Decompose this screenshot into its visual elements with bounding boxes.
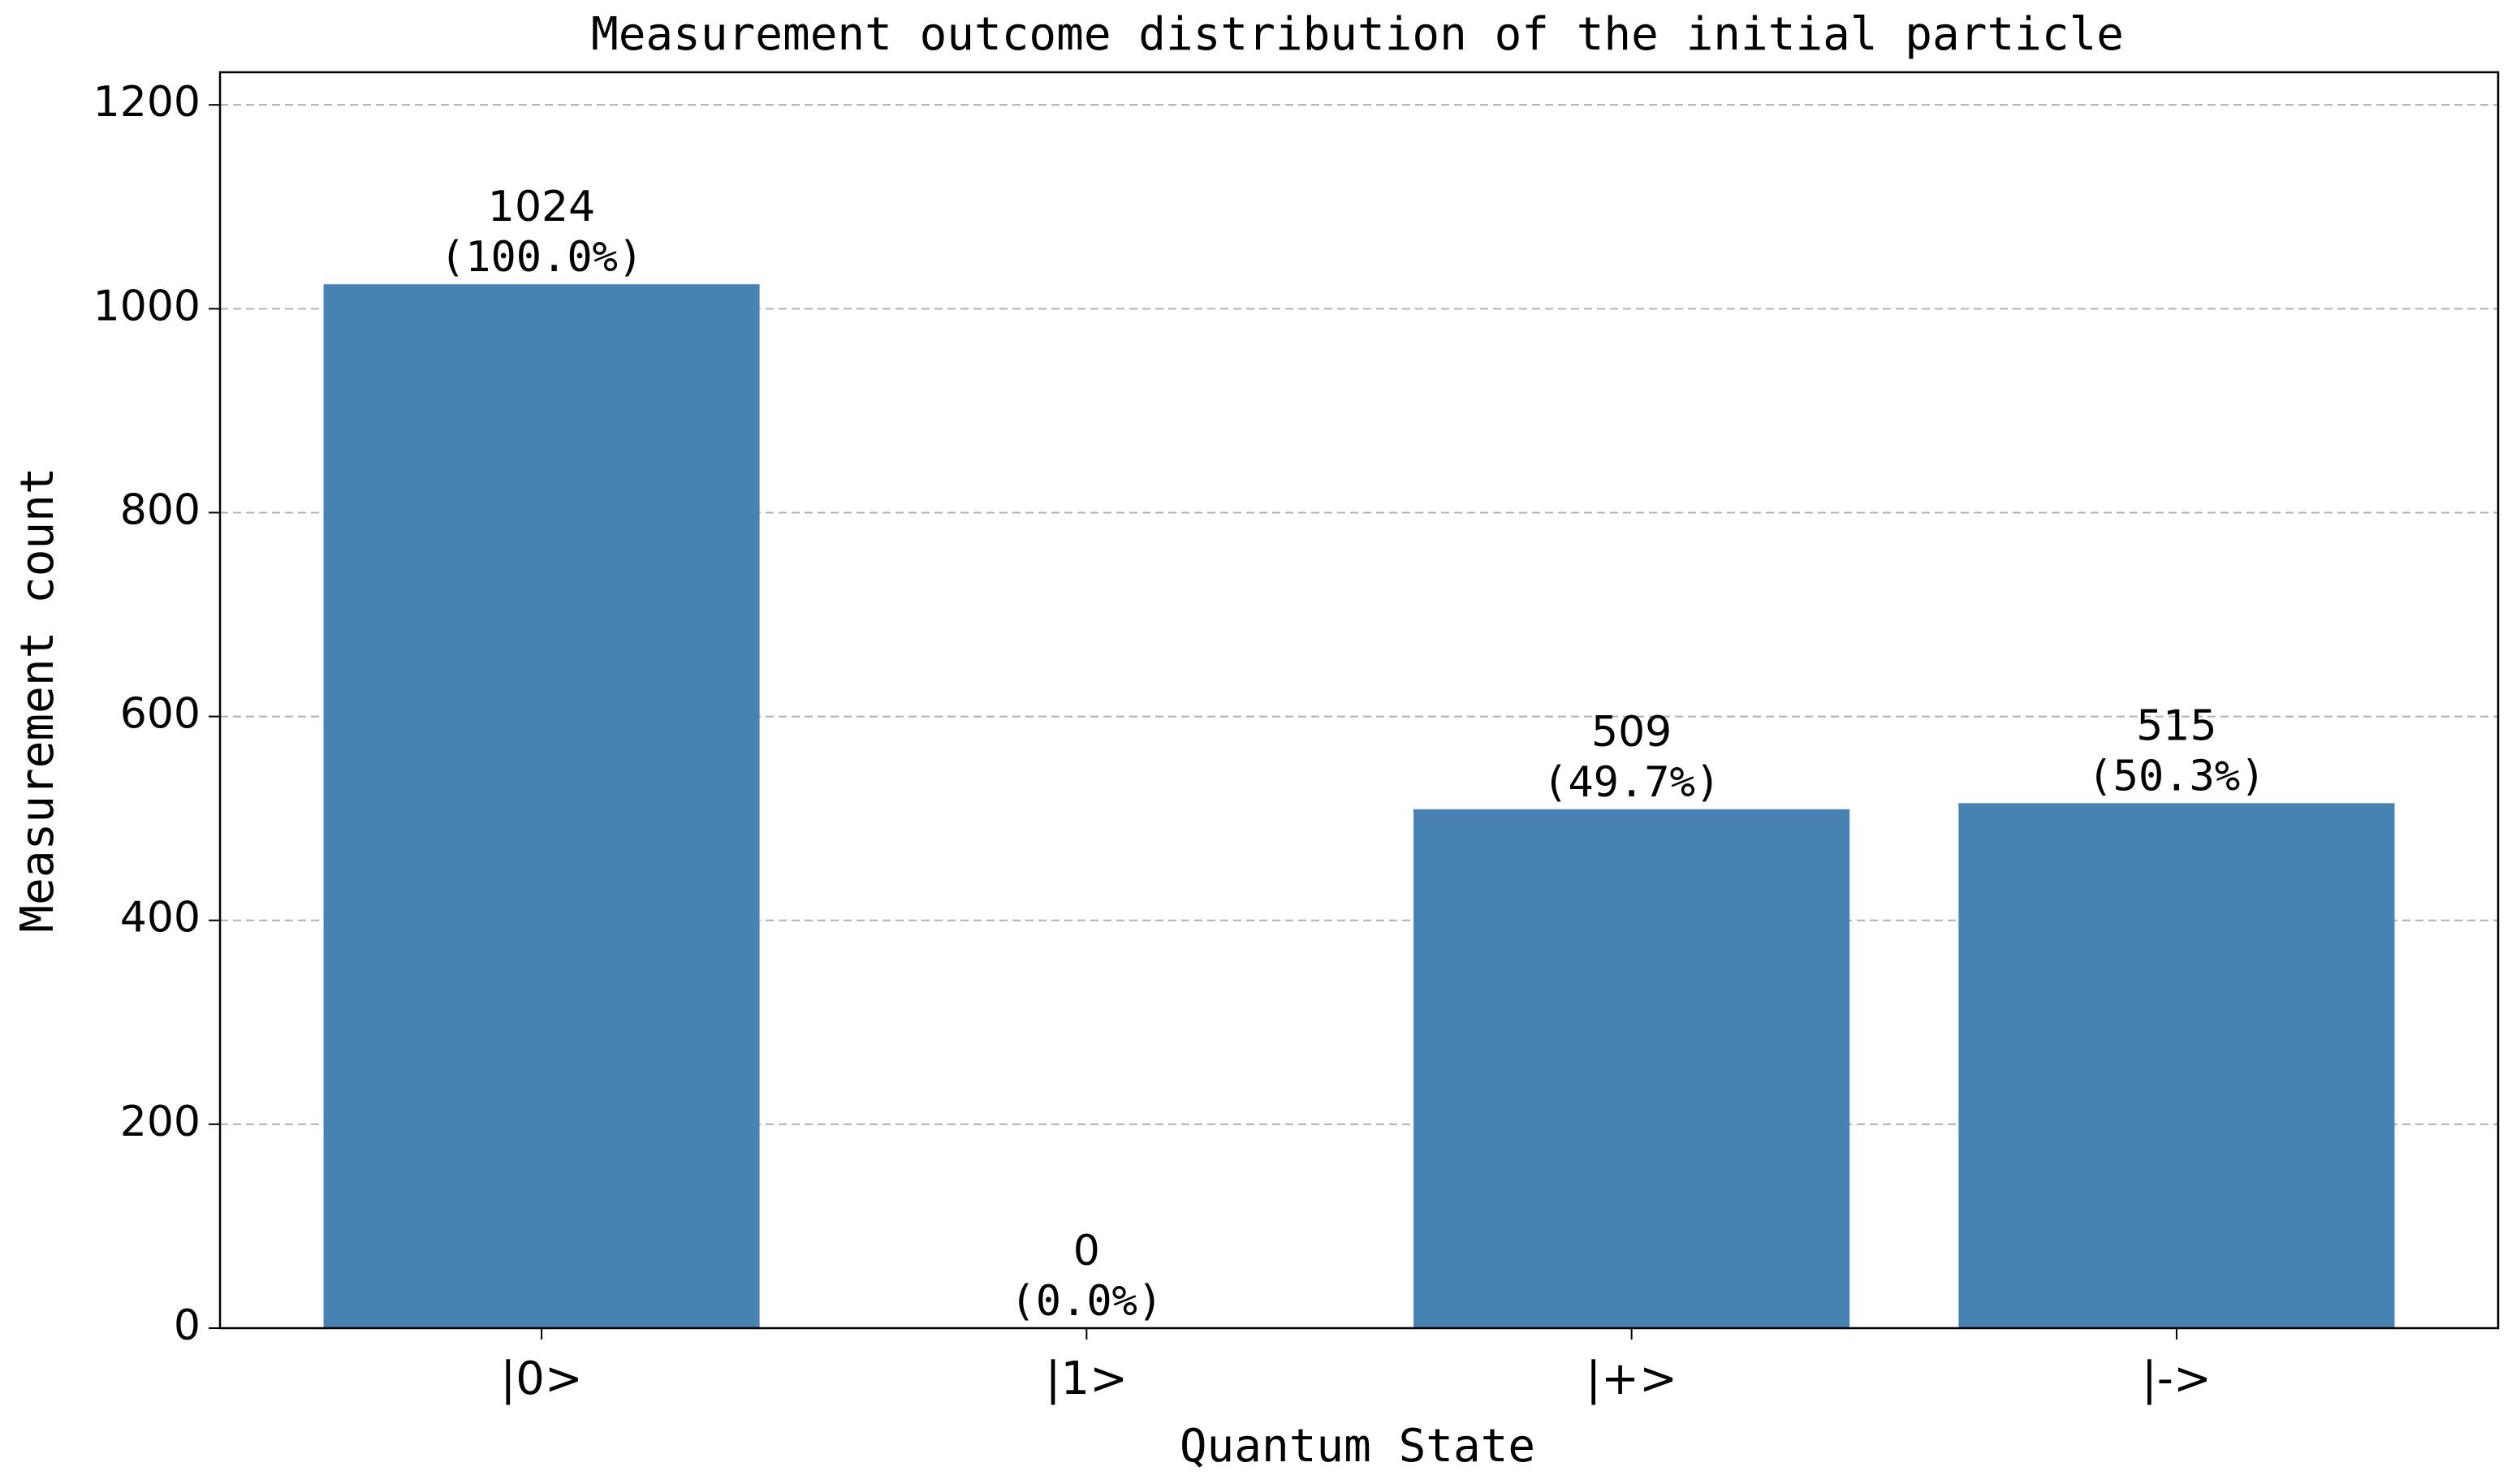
x-tick-label: |-> — [2142, 1352, 2212, 1405]
bar — [323, 284, 760, 1328]
percent-label: (49.7%) — [1543, 758, 1720, 807]
x-tick-label: |0> — [500, 1352, 582, 1405]
value-label: 509 — [1591, 708, 1672, 757]
value-label: 1024 — [488, 183, 595, 231]
value-label: 0 — [1073, 1227, 1100, 1275]
percent-label: (100.0%) — [440, 233, 643, 282]
value-label: 515 — [2136, 701, 2216, 750]
plot-frame — [218, 71, 2500, 1330]
x-axis-label: Quantum State — [1180, 1420, 1535, 1473]
x-tick-label: |1> — [1046, 1352, 1128, 1405]
percent-label: (0.0%) — [1010, 1277, 1163, 1326]
y-tick-label: 1000 — [93, 282, 201, 330]
y-axis-label: Measurement count — [11, 467, 64, 932]
y-tick-label: 200 — [120, 1098, 201, 1146]
y-tick-label: 600 — [120, 690, 201, 739]
percent-label: (50.3%) — [2087, 752, 2265, 800]
y-tick-label: 1200 — [93, 78, 201, 127]
x-tick-label: |+> — [1586, 1352, 1677, 1405]
y-tick-label: 800 — [120, 485, 201, 534]
y-tick-label: 400 — [120, 894, 201, 943]
bar — [1413, 809, 1850, 1328]
y-tick-label: 0 — [174, 1301, 201, 1350]
bar — [1958, 803, 2395, 1328]
chart-title: Measurement outcome distribution of the … — [591, 8, 2124, 61]
